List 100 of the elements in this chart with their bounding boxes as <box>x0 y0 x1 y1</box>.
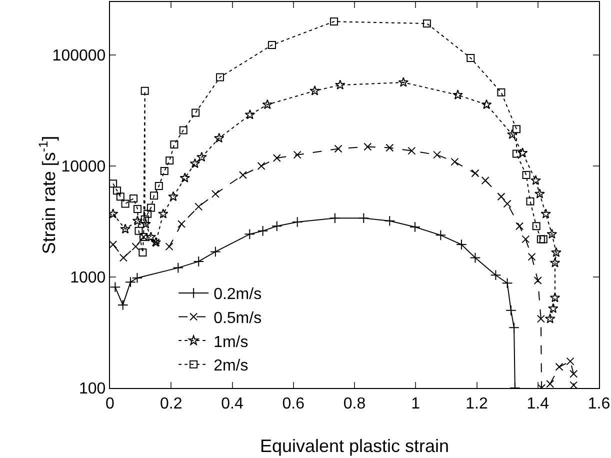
point <box>125 276 136 288</box>
point <box>244 228 256 240</box>
point <box>110 240 118 249</box>
point <box>550 292 560 302</box>
point <box>548 303 558 313</box>
point <box>140 215 149 224</box>
point <box>192 108 200 117</box>
point <box>117 300 128 310</box>
point <box>211 190 220 198</box>
y-tick-label: 10000 <box>61 158 106 176</box>
point <box>570 370 578 378</box>
point <box>408 146 416 155</box>
point <box>310 85 320 96</box>
point <box>330 18 338 26</box>
point <box>544 313 556 324</box>
x-tick-label: 1.6 <box>588 395 610 412</box>
x-tick-label: 1 <box>411 395 420 412</box>
legend-label: 2m/s <box>214 358 248 375</box>
y-tick-label: 1000 <box>70 270 106 287</box>
point <box>110 180 118 188</box>
point <box>180 172 190 182</box>
point <box>539 235 548 244</box>
point <box>262 99 273 110</box>
y-tick-label: 100 <box>78 380 106 398</box>
point <box>546 380 554 388</box>
point <box>386 144 394 152</box>
point <box>536 235 545 244</box>
point <box>194 202 203 211</box>
point <box>506 305 516 316</box>
point <box>244 109 256 120</box>
point <box>272 154 281 162</box>
point <box>214 132 224 143</box>
point <box>470 252 481 264</box>
point <box>179 126 188 134</box>
point <box>170 140 178 149</box>
legend-label: 1m/s <box>214 334 248 351</box>
point <box>134 204 142 213</box>
point <box>190 158 200 168</box>
point <box>540 208 551 218</box>
point <box>550 257 560 268</box>
point <box>517 148 528 158</box>
point <box>144 210 152 218</box>
point <box>398 77 409 87</box>
point <box>534 276 542 284</box>
point <box>150 192 158 200</box>
point <box>238 170 247 179</box>
point <box>534 188 545 198</box>
point <box>196 152 207 162</box>
x-tick-label: 0 <box>106 395 115 412</box>
point <box>257 226 268 236</box>
x-axis-title: Equivalent plastic strain <box>260 436 450 456</box>
point <box>140 218 151 228</box>
point <box>358 212 370 224</box>
point <box>116 192 124 201</box>
point <box>158 208 168 218</box>
point <box>536 314 545 323</box>
point <box>110 282 121 293</box>
point <box>257 162 266 170</box>
point <box>132 216 143 226</box>
x-tick-label: 0.2 <box>160 395 182 412</box>
x-tick-label: 1.2 <box>466 395 488 412</box>
point <box>334 144 342 153</box>
point <box>334 80 346 90</box>
point <box>471 169 480 178</box>
point <box>528 252 536 261</box>
point <box>119 254 128 262</box>
point <box>168 191 178 202</box>
point <box>160 167 168 176</box>
point <box>512 150 520 158</box>
point <box>532 222 540 230</box>
point <box>154 182 163 190</box>
point <box>481 99 492 110</box>
point <box>522 235 530 244</box>
x-tick-label: 1.4 <box>526 395 550 412</box>
point <box>490 270 502 280</box>
point <box>166 156 174 165</box>
point <box>132 272 143 284</box>
point <box>433 150 442 159</box>
point <box>146 232 156 242</box>
point <box>134 226 143 235</box>
point <box>132 242 140 251</box>
point <box>384 216 396 226</box>
x-tick-label: 0.6 <box>282 395 305 412</box>
point <box>130 194 138 202</box>
point <box>497 192 506 201</box>
point <box>551 247 562 258</box>
point <box>293 150 302 159</box>
x-tick-label: 0.4 <box>221 395 244 412</box>
point <box>113 186 122 195</box>
point <box>522 170 530 179</box>
point <box>570 381 578 388</box>
point <box>422 20 431 28</box>
point <box>146 204 155 212</box>
point <box>466 54 475 62</box>
point <box>172 262 184 274</box>
point <box>503 200 512 208</box>
point <box>566 357 574 366</box>
x-tick-label: 0.8 <box>343 395 366 412</box>
point <box>138 248 147 257</box>
point <box>330 212 340 224</box>
